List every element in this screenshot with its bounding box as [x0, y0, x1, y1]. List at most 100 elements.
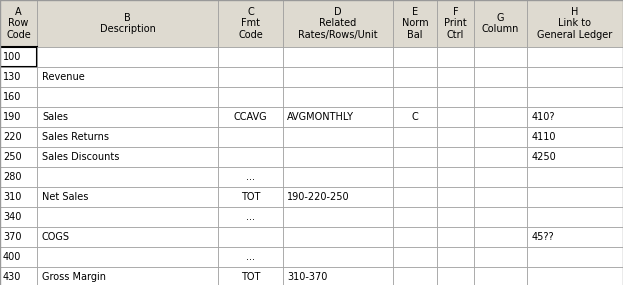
Bar — [474, 247, 527, 267]
Bar — [527, 147, 623, 167]
Bar — [283, 167, 393, 187]
Bar — [393, 107, 437, 127]
Bar — [527, 127, 623, 147]
Bar — [0, 127, 37, 147]
Bar — [474, 67, 527, 87]
Bar — [527, 167, 623, 187]
Bar — [0, 87, 37, 107]
Bar — [218, 107, 283, 127]
Text: A
Row
Code: A Row Code — [6, 7, 31, 40]
Bar — [437, 0, 474, 47]
Text: ...: ... — [246, 212, 255, 222]
Bar — [37, 107, 218, 127]
Bar — [393, 0, 437, 47]
Text: H
Link to
General Ledger: H Link to General Ledger — [538, 7, 612, 40]
Bar — [527, 107, 623, 127]
Bar — [218, 187, 283, 207]
Bar — [437, 127, 474, 147]
Bar — [393, 127, 437, 147]
Text: Revenue: Revenue — [42, 72, 85, 82]
Text: 430: 430 — [3, 272, 21, 282]
Text: CCAVG: CCAVG — [234, 112, 267, 122]
Bar — [218, 0, 283, 47]
Bar — [218, 87, 283, 107]
Text: TOT: TOT — [241, 192, 260, 202]
Bar — [283, 267, 393, 285]
Bar — [437, 47, 474, 67]
Bar — [218, 267, 283, 285]
Bar — [218, 247, 283, 267]
Text: ...: ... — [246, 172, 255, 182]
Bar — [283, 147, 393, 167]
Bar — [393, 247, 437, 267]
Text: AVGMONTHLY: AVGMONTHLY — [287, 112, 354, 122]
Text: 130: 130 — [3, 72, 21, 82]
Text: 370: 370 — [3, 232, 22, 242]
Text: C
Fmt
Code: C Fmt Code — [238, 7, 263, 40]
Bar — [474, 0, 527, 47]
Text: Sales: Sales — [42, 112, 68, 122]
Text: D
Related
Rates/Rows/Unit: D Related Rates/Rows/Unit — [298, 7, 378, 40]
Text: COGS: COGS — [42, 232, 70, 242]
Text: 190: 190 — [3, 112, 21, 122]
Bar — [0, 107, 37, 127]
Text: Sales Discounts: Sales Discounts — [42, 152, 120, 162]
Bar — [0, 67, 37, 87]
Text: B
Description: B Description — [100, 13, 155, 34]
Bar — [283, 67, 393, 87]
Bar — [37, 267, 218, 285]
Bar — [393, 227, 437, 247]
Bar — [474, 147, 527, 167]
Bar — [218, 227, 283, 247]
Bar — [0, 207, 37, 227]
Text: 190-220-250: 190-220-250 — [287, 192, 350, 202]
Bar — [218, 67, 283, 87]
Text: G
Column: G Column — [482, 13, 519, 34]
Text: 220: 220 — [3, 132, 22, 142]
Bar — [0, 47, 37, 67]
Bar — [218, 47, 283, 67]
Bar — [0, 247, 37, 267]
Text: 310: 310 — [3, 192, 21, 202]
Bar — [37, 127, 218, 147]
Text: TOT: TOT — [241, 272, 260, 282]
Bar — [474, 207, 527, 227]
Text: 340: 340 — [3, 212, 21, 222]
Bar — [393, 47, 437, 67]
Bar — [437, 227, 474, 247]
Bar — [283, 227, 393, 247]
Bar — [218, 207, 283, 227]
Text: 4110: 4110 — [532, 132, 556, 142]
Bar — [0, 0, 37, 47]
Bar — [437, 247, 474, 267]
Bar — [283, 107, 393, 127]
Text: 400: 400 — [3, 252, 21, 262]
Bar — [437, 267, 474, 285]
Bar — [474, 107, 527, 127]
Bar — [474, 47, 527, 67]
Bar — [218, 167, 283, 187]
Bar — [527, 247, 623, 267]
Bar — [393, 187, 437, 207]
Bar — [37, 47, 218, 67]
Bar — [527, 207, 623, 227]
Bar — [437, 187, 474, 207]
Bar — [527, 67, 623, 87]
Text: 160: 160 — [3, 92, 21, 102]
Text: E
Norm
Bal: E Norm Bal — [402, 7, 429, 40]
Bar — [393, 87, 437, 107]
Text: 410?: 410? — [532, 112, 556, 122]
Text: ...: ... — [246, 252, 255, 262]
Bar — [37, 87, 218, 107]
Bar — [37, 207, 218, 227]
Bar — [218, 127, 283, 147]
Bar — [283, 207, 393, 227]
Text: 310-370: 310-370 — [287, 272, 327, 282]
Bar — [283, 247, 393, 267]
Bar — [0, 167, 37, 187]
Bar — [437, 147, 474, 167]
Bar — [474, 227, 527, 247]
Text: 4250: 4250 — [532, 152, 557, 162]
Bar — [37, 167, 218, 187]
Bar — [37, 227, 218, 247]
